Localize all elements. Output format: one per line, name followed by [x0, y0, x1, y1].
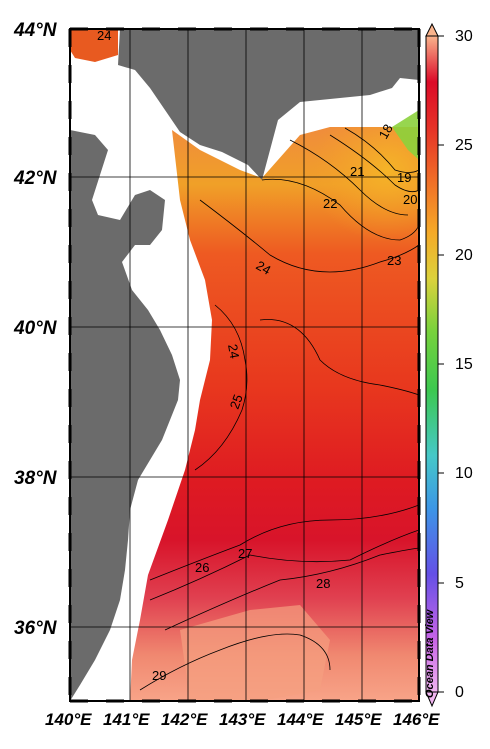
- contour-label: 25: [227, 392, 246, 411]
- contour-lines: [139, 127, 419, 691]
- contour-label: 24: [97, 28, 111, 43]
- contour-label: 18: [376, 121, 396, 141]
- colorbar-tick-25: 25: [455, 137, 473, 154]
- colorbar-tick-20: 20: [455, 247, 473, 264]
- credit-text: Ocean Data View: [424, 608, 436, 698]
- sst-south-warm: [180, 605, 330, 701]
- sst-patch-north: [70, 29, 118, 62]
- contour-label: 20: [403, 192, 417, 207]
- lat-labels: 36°N 38°N 40°N 42°N 44°N: [13, 20, 58, 639]
- colorbar-max-arrow: [425, 22, 439, 37]
- sst-warm-northeast: [262, 127, 419, 270]
- contour-label: 28: [316, 576, 330, 591]
- contour-label: 24: [225, 343, 242, 360]
- contour-label: 21: [350, 164, 364, 179]
- contour-label: 29: [152, 668, 166, 683]
- graticule: [70, 29, 419, 701]
- colorbar-ramp: [425, 35, 439, 693]
- lon-labels: 140°E 141°E 142°E 143°E 144°E 145°E 146°…: [45, 710, 440, 729]
- lon-label-144e: 144°E: [277, 710, 324, 729]
- contour-label: 19: [397, 170, 411, 185]
- honshu-land: [70, 130, 180, 701]
- lat-label-38n: 38°N: [14, 468, 58, 489]
- lon-label-141e: 141°E: [103, 710, 150, 729]
- nodata-strait: [78, 65, 110, 108]
- sst-cold-corner: [392, 110, 419, 160]
- frame-ticks: [68, 27, 421, 703]
- contour-label-group: 24 18 19 21 20 22 23 24 24 25 26 27 28 2…: [97, 28, 417, 683]
- colorbar-tick-10: 10: [455, 465, 473, 482]
- lat-label-40n: 40°N: [13, 318, 58, 339]
- lon-label-143e: 143°E: [219, 710, 266, 729]
- lat-label-36n: 36°N: [14, 618, 58, 639]
- contour-label: 22: [323, 196, 337, 211]
- lat-label-42n: 42°N: [13, 168, 58, 189]
- colorbar-tick-15: 15: [455, 356, 473, 373]
- colorbar-min-arrow: [425, 691, 439, 708]
- colorbar-tick-30: 30: [455, 28, 473, 45]
- contour-label: 23: [387, 253, 401, 268]
- lon-label-146e: 146°E: [393, 710, 440, 729]
- colorbar-tick-5: 5: [455, 575, 464, 592]
- lat-label-44n: 44°N: [13, 20, 58, 41]
- lon-label-140e: 140°E: [45, 710, 92, 729]
- hokkaido-land: [118, 29, 419, 180]
- lon-label-145e: 145°E: [335, 710, 382, 729]
- contour-label: 24: [254, 258, 274, 278]
- contour-label: 27: [238, 546, 252, 561]
- colorbar: 30 25 20 15 10 5 0: [425, 22, 473, 708]
- colorbar-tick-0: 0: [455, 684, 464, 701]
- lon-label-142e: 142°E: [161, 710, 208, 729]
- contour-label: 26: [195, 560, 209, 575]
